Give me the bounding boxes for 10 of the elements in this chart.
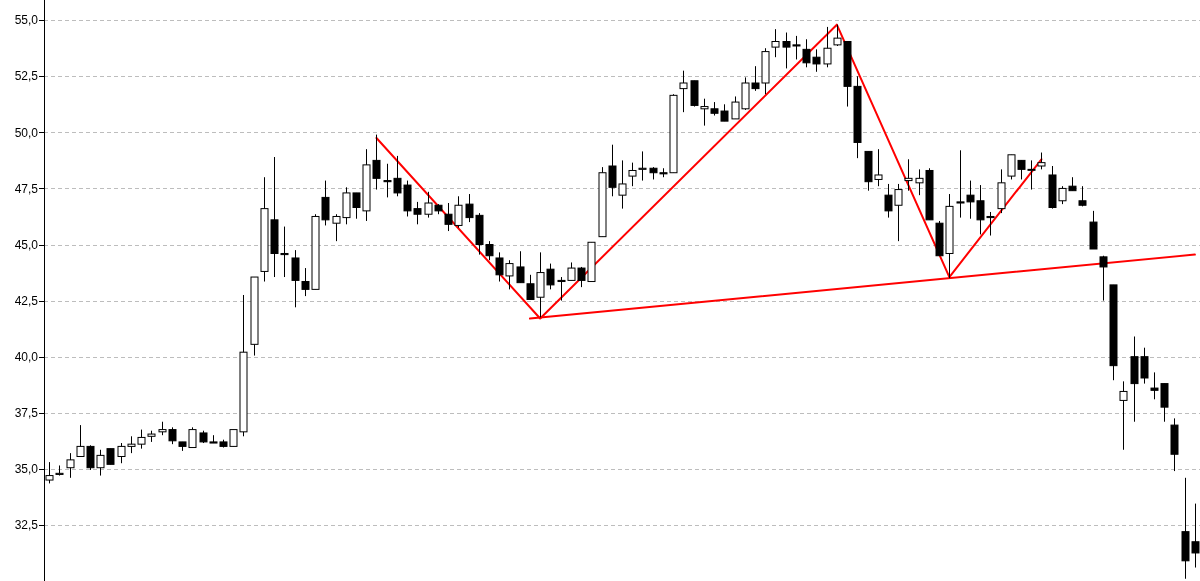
y-tick-label: 50,0: [14, 125, 39, 140]
y-tick-label: 47,5: [14, 181, 39, 196]
y-tick-label: 37,5: [14, 405, 39, 420]
y-tick-label: 45,0: [14, 237, 39, 252]
y-tick-label: 40,0: [14, 349, 39, 364]
y-tick-label: 52,5: [14, 69, 39, 84]
y-tick-label: 35,0: [14, 462, 39, 477]
y-tick-label: 55,0: [14, 13, 39, 28]
y-tick-label: 32,5: [14, 518, 39, 533]
y-tick-label: 42,5: [14, 293, 39, 308]
